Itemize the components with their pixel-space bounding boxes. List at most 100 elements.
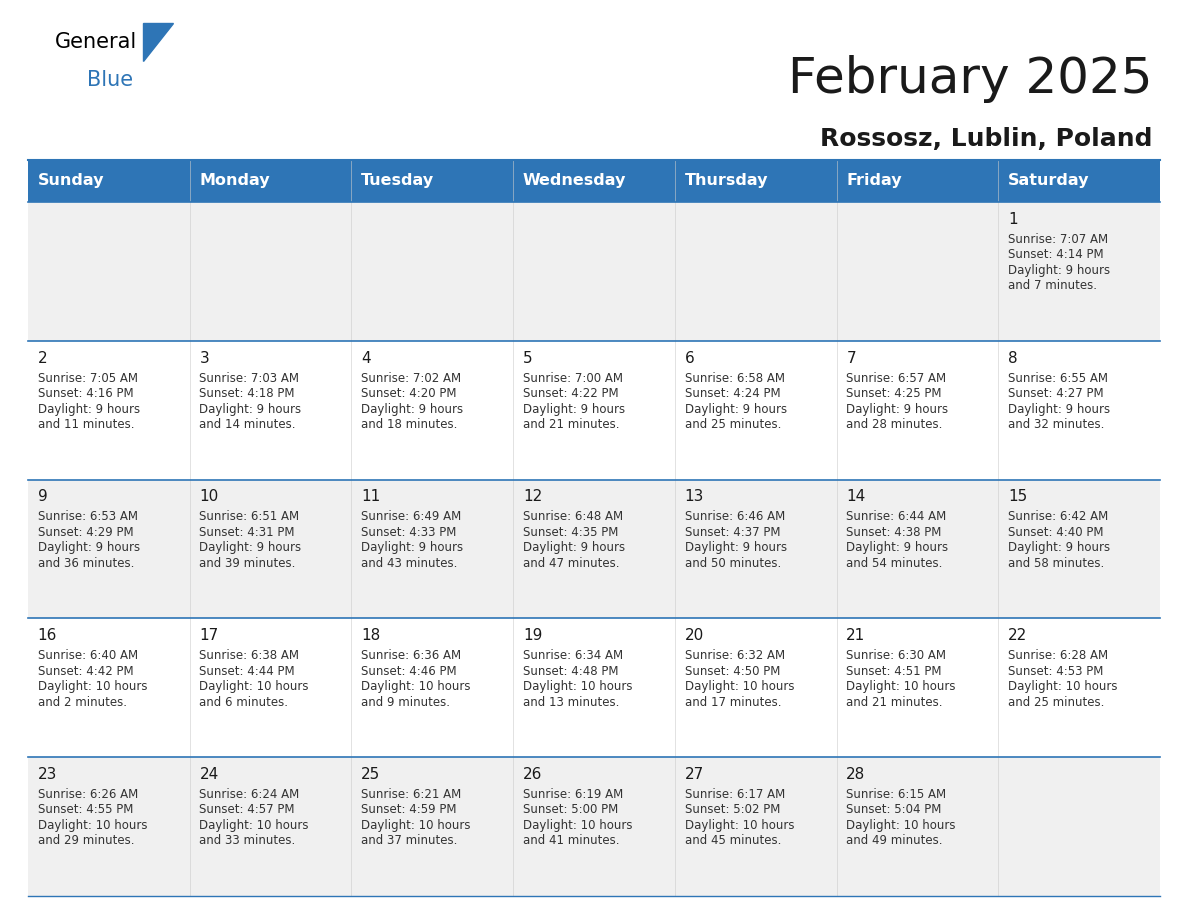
Bar [352,479,513,619]
Polygon shape [143,23,173,61]
Text: 18: 18 [361,628,380,644]
Text: and 33 minutes.: and 33 minutes. [200,834,296,847]
Text: and 36 minutes.: and 36 minutes. [38,557,134,570]
Text: and 21 minutes.: and 21 minutes. [846,696,943,709]
Text: 20: 20 [684,628,703,644]
Text: 24: 24 [200,767,219,782]
Text: 8: 8 [1007,351,1018,365]
Bar [352,757,513,896]
Text: Sunset: 4:29 PM: Sunset: 4:29 PM [38,526,133,539]
Text: and 41 minutes.: and 41 minutes. [523,834,619,847]
Text: Daylight: 9 hours: Daylight: 9 hours [1007,402,1110,416]
Text: Daylight: 10 hours: Daylight: 10 hours [523,819,632,832]
Bar [190,619,352,757]
Bar [29,341,190,479]
Bar [836,757,998,896]
Bar [352,160,513,202]
Bar [190,160,352,202]
Bar [190,757,352,896]
Bar [836,479,998,619]
Text: Sunrise: 6:24 AM: Sunrise: 6:24 AM [200,788,299,800]
Text: and 18 minutes.: and 18 minutes. [361,418,457,431]
Text: 11: 11 [361,489,380,504]
Text: and 47 minutes.: and 47 minutes. [523,557,619,570]
Text: 9: 9 [38,489,48,504]
Text: and 49 minutes.: and 49 minutes. [846,834,943,847]
Bar [998,341,1159,479]
Text: and 11 minutes.: and 11 minutes. [38,418,134,431]
Text: and 54 minutes.: and 54 minutes. [846,557,942,570]
Text: Sunrise: 6:34 AM: Sunrise: 6:34 AM [523,649,623,662]
Text: and 45 minutes.: and 45 minutes. [684,834,781,847]
Text: Daylight: 10 hours: Daylight: 10 hours [1007,680,1118,693]
Text: Sunset: 4:44 PM: Sunset: 4:44 PM [200,665,295,677]
Text: Daylight: 10 hours: Daylight: 10 hours [38,680,147,693]
Text: Sunrise: 6:30 AM: Sunrise: 6:30 AM [846,649,947,662]
Text: Daylight: 9 hours: Daylight: 9 hours [684,542,786,554]
Text: and 43 minutes.: and 43 minutes. [361,557,457,570]
Bar [513,202,675,341]
Text: and 58 minutes.: and 58 minutes. [1007,557,1104,570]
Text: Sunrise: 6:46 AM: Sunrise: 6:46 AM [684,510,785,523]
Bar [29,619,190,757]
Bar [29,479,190,619]
Text: and 29 minutes.: and 29 minutes. [38,834,134,847]
Text: 14: 14 [846,489,866,504]
Text: Daylight: 9 hours: Daylight: 9 hours [38,542,140,554]
Bar [675,341,836,479]
Text: and 37 minutes.: and 37 minutes. [361,834,457,847]
Text: 5: 5 [523,351,532,365]
Text: Sunset: 4:46 PM: Sunset: 4:46 PM [361,665,456,677]
Text: Sunrise: 6:38 AM: Sunrise: 6:38 AM [200,649,299,662]
Bar [675,757,836,896]
Text: Daylight: 10 hours: Daylight: 10 hours [361,680,470,693]
Text: and 25 minutes.: and 25 minutes. [1007,696,1105,709]
Text: Sunrise: 6:58 AM: Sunrise: 6:58 AM [684,372,784,385]
Text: Daylight: 10 hours: Daylight: 10 hours [38,819,147,832]
Text: Daylight: 10 hours: Daylight: 10 hours [684,819,794,832]
Bar [675,619,836,757]
Text: Daylight: 10 hours: Daylight: 10 hours [361,819,470,832]
Text: Sunset: 5:04 PM: Sunset: 5:04 PM [846,803,942,816]
Bar [836,619,998,757]
Text: 3: 3 [200,351,209,365]
Text: 16: 16 [38,628,57,644]
Text: 10: 10 [200,489,219,504]
Bar [998,619,1159,757]
Text: Sunrise: 7:02 AM: Sunrise: 7:02 AM [361,372,461,385]
Text: Sunrise: 6:15 AM: Sunrise: 6:15 AM [846,788,947,800]
Text: and 50 minutes.: and 50 minutes. [684,557,781,570]
Text: Sunrise: 6:32 AM: Sunrise: 6:32 AM [684,649,785,662]
Text: 23: 23 [38,767,57,782]
Text: Sunrise: 6:51 AM: Sunrise: 6:51 AM [200,510,299,523]
Bar [675,160,836,202]
Text: Sunrise: 6:48 AM: Sunrise: 6:48 AM [523,510,623,523]
Text: 12: 12 [523,489,542,504]
Bar [836,160,998,202]
Text: and 21 minutes.: and 21 minutes. [523,418,619,431]
Text: Daylight: 10 hours: Daylight: 10 hours [846,819,956,832]
Bar [29,757,190,896]
Text: Daylight: 10 hours: Daylight: 10 hours [684,680,794,693]
Text: Sunset: 4:25 PM: Sunset: 4:25 PM [846,387,942,400]
Text: Daylight: 9 hours: Daylight: 9 hours [200,542,302,554]
Text: Tuesday: Tuesday [361,174,435,188]
Text: 25: 25 [361,767,380,782]
Bar [836,202,998,341]
Text: Sunset: 4:35 PM: Sunset: 4:35 PM [523,526,618,539]
Text: Sunset: 4:38 PM: Sunset: 4:38 PM [846,526,942,539]
Text: Sunset: 4:24 PM: Sunset: 4:24 PM [684,387,781,400]
Text: Daylight: 9 hours: Daylight: 9 hours [846,542,948,554]
Text: and 7 minutes.: and 7 minutes. [1007,279,1097,292]
Text: Sunrise: 6:55 AM: Sunrise: 6:55 AM [1007,372,1108,385]
Text: Sunrise: 6:53 AM: Sunrise: 6:53 AM [38,510,138,523]
Text: February 2025: February 2025 [789,55,1154,103]
Text: 1: 1 [1007,212,1018,227]
Text: 19: 19 [523,628,542,644]
Text: Sunrise: 6:42 AM: Sunrise: 6:42 AM [1007,510,1108,523]
Bar [190,479,352,619]
Text: Sunrise: 6:21 AM: Sunrise: 6:21 AM [361,788,461,800]
Text: Sunday: Sunday [38,174,105,188]
Text: Sunset: 4:42 PM: Sunset: 4:42 PM [38,665,133,677]
Text: Daylight: 9 hours: Daylight: 9 hours [38,402,140,416]
